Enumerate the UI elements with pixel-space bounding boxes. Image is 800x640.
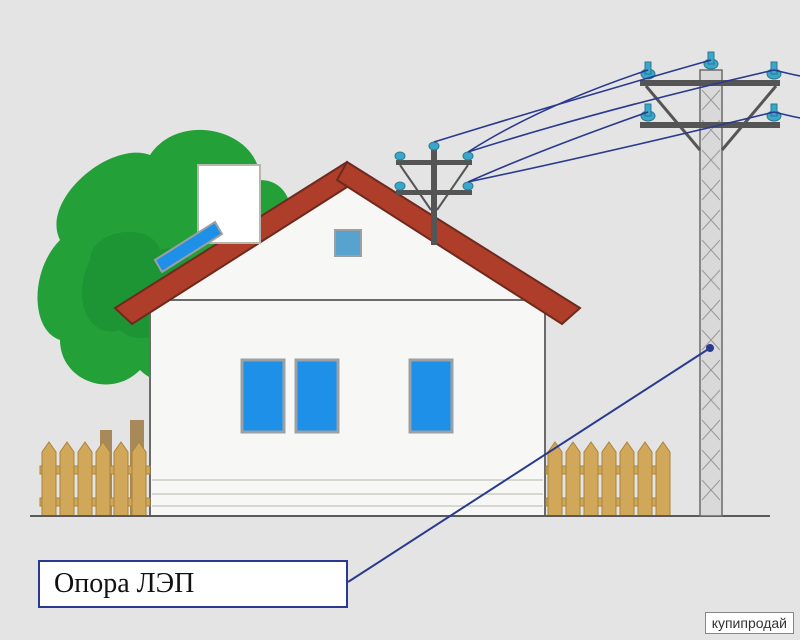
watermark-text: купипродай <box>712 615 787 631</box>
leader-dot <box>706 344 714 352</box>
pole-label-text: Опора ЛЭП <box>54 568 194 599</box>
fence-right <box>546 442 670 516</box>
scene-svg <box>0 0 800 640</box>
watermark: купипродай <box>705 612 794 634</box>
pole-label: Опора ЛЭП <box>38 560 348 608</box>
diagram-scene <box>0 0 800 640</box>
fence-left <box>40 442 150 516</box>
